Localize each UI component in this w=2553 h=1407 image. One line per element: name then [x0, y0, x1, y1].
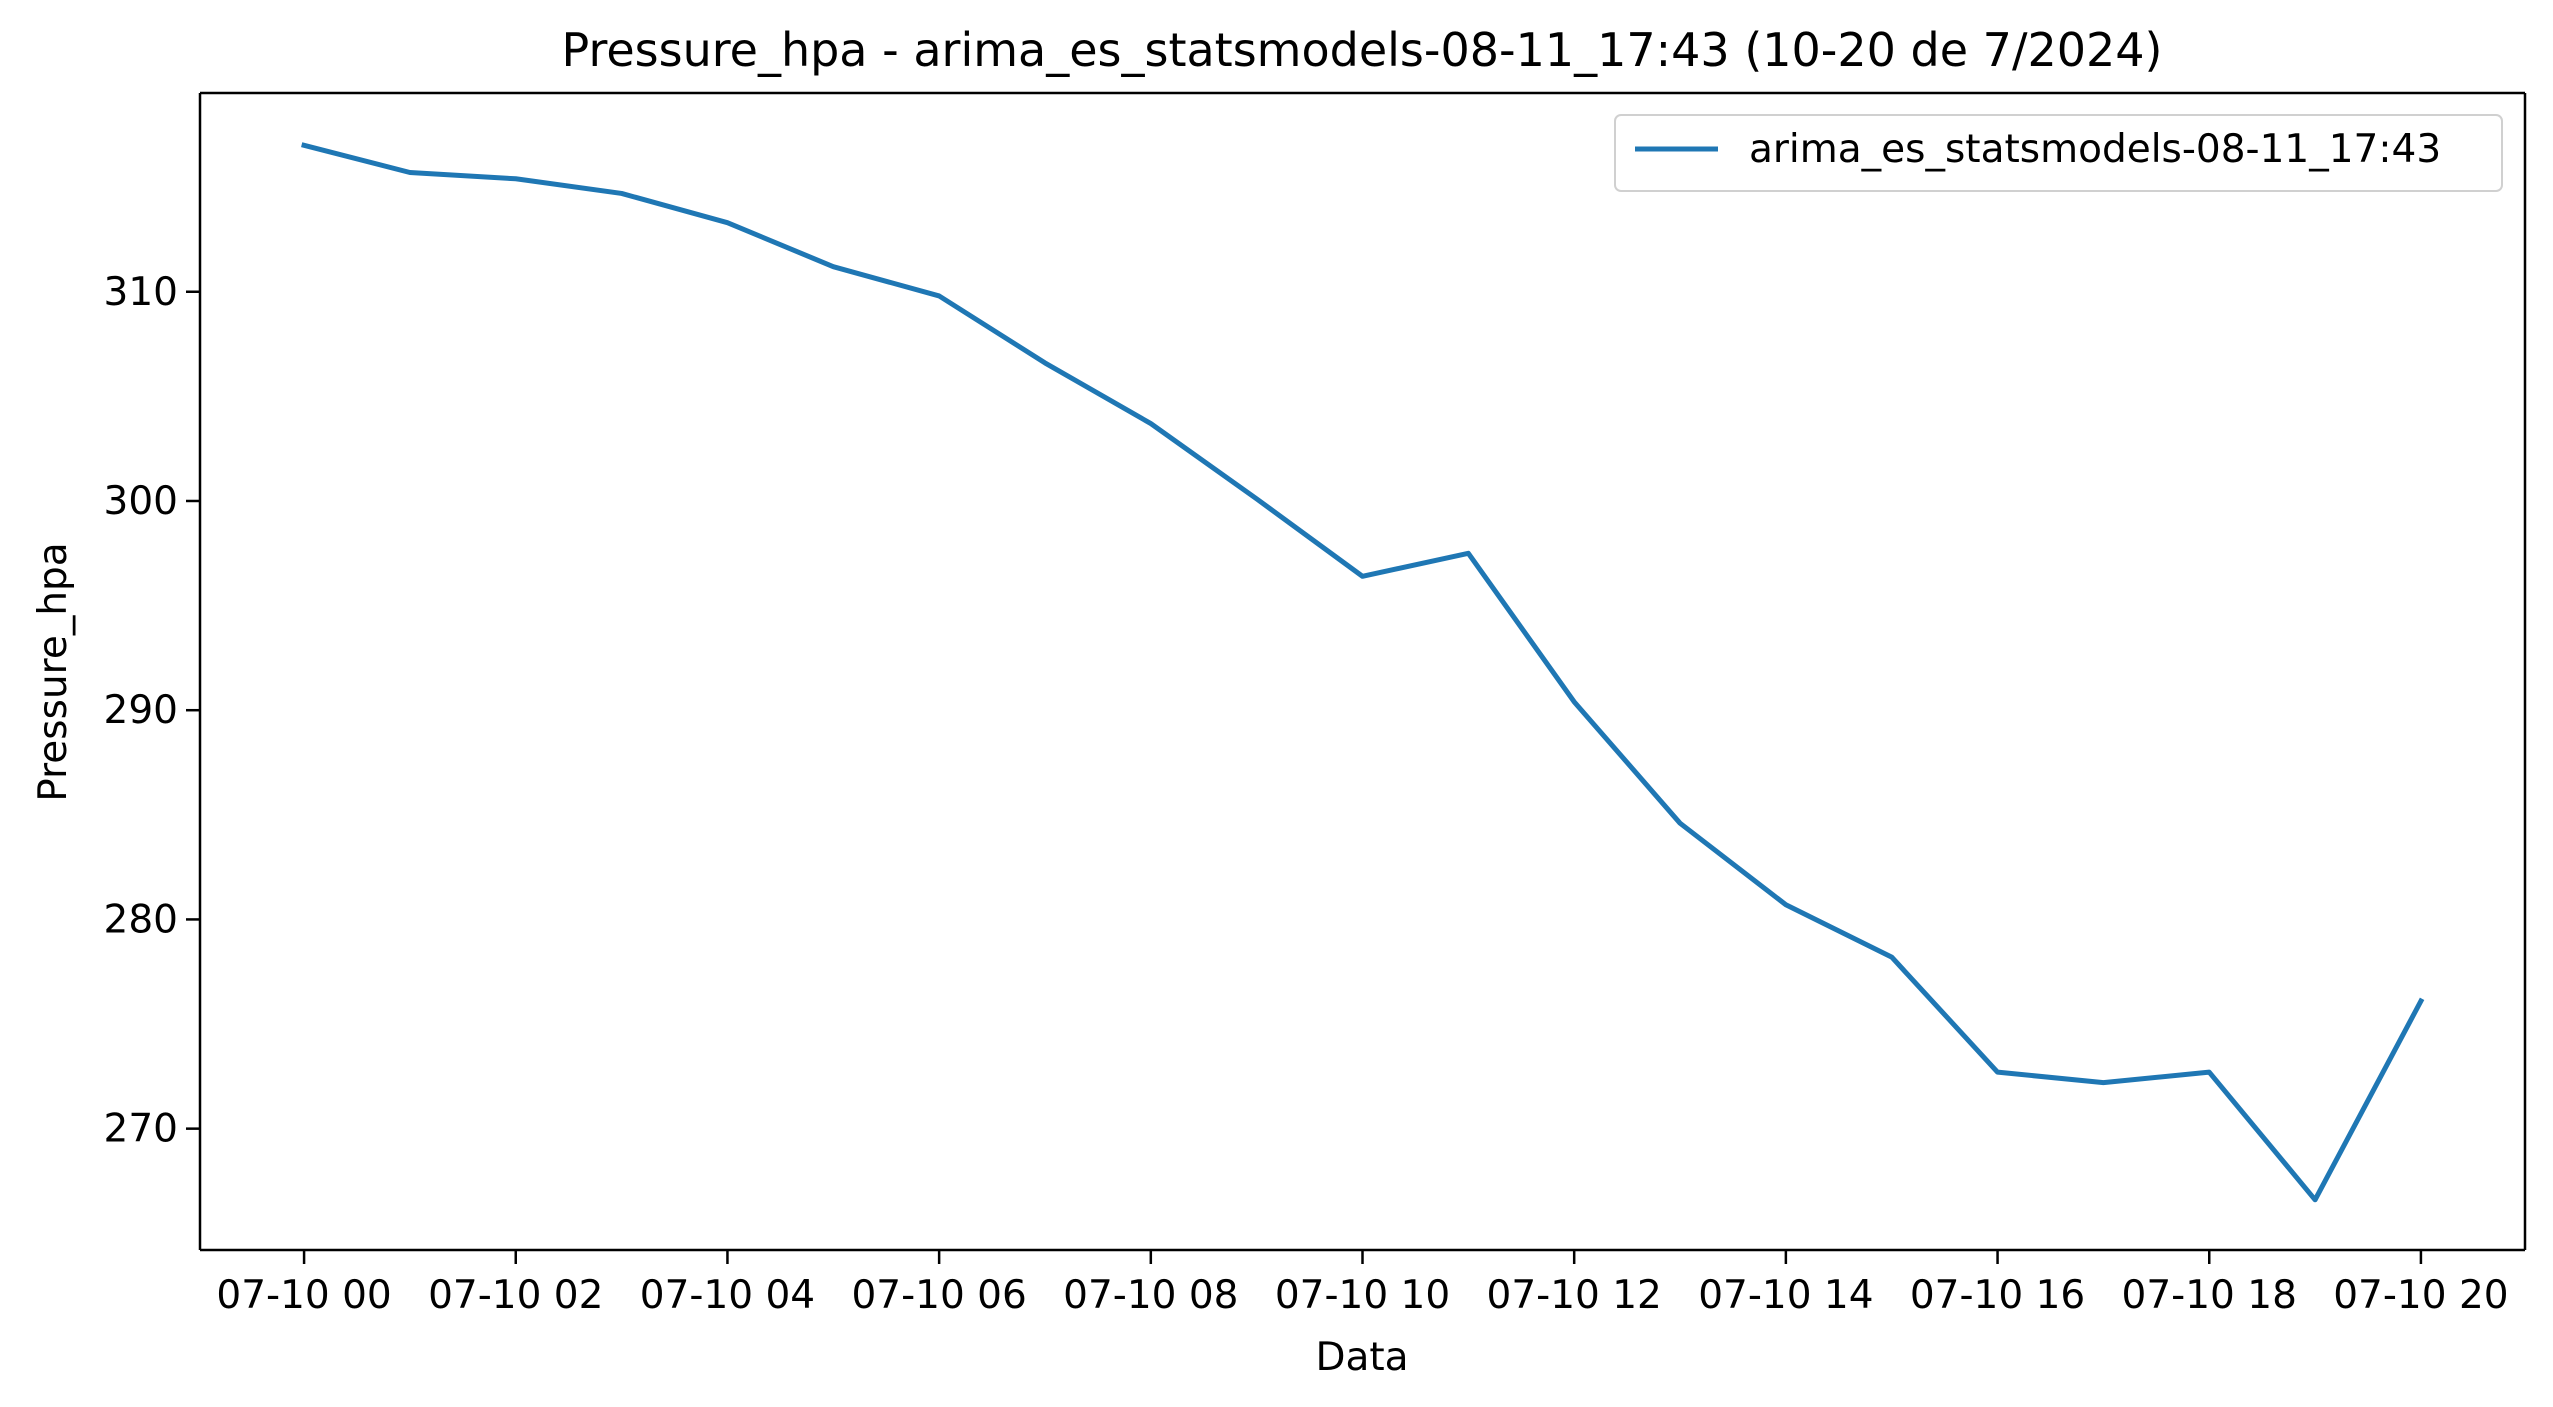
y-tick-label: 270 — [104, 1107, 178, 1152]
x-tick-label: 07-10 10 — [1275, 1273, 1450, 1318]
legend: arima_es_statsmodels-08-11_17:43 — [1614, 114, 2503, 192]
legend-box — [1614, 114, 2503, 192]
chart-title: Pressure_hpa - arima_es_statsmodels-08-1… — [562, 23, 2163, 77]
x-tick-label: 07-10 14 — [1698, 1273, 1873, 1318]
y-axis-ticks: 270 280 290 300 310 — [104, 270, 200, 1152]
plot-area: 07-10 00 07-10 02 07-10 04 07-10 06 07-10 08… — [104, 91, 2527, 1318]
x-tick-label: 07-10 08 — [1063, 1273, 1238, 1318]
y-tick-label: 280 — [104, 897, 178, 942]
x-axis-label: Data — [1315, 1335, 1408, 1380]
series-layer — [301, 142, 2425, 1203]
x-tick-label: 07-10 16 — [1910, 1273, 2085, 1318]
series-line — [301, 142, 2425, 1203]
x-tick-label: 07-10 00 — [216, 1273, 391, 1318]
x-tick-label: 07-10 04 — [640, 1273, 815, 1318]
y-tick-label: 290 — [104, 688, 178, 733]
x-tick-label: 07-10 06 — [851, 1273, 1026, 1318]
x-tick-label: 07-10 20 — [2333, 1273, 2508, 1318]
x-tick-label: 07-10 18 — [2122, 1273, 2297, 1318]
y-axis-label: Pressure_hpa — [31, 542, 76, 801]
x-tick-label: 07-10 12 — [1487, 1273, 1662, 1318]
y-tick-label: 300 — [104, 479, 178, 524]
x-axis-ticks: 07-10 00 07-10 02 07-10 04 07-10 06 07-10 08… — [216, 1250, 2509, 1318]
x-tick-label: 07-10 02 — [428, 1273, 603, 1318]
legend-label: arima_es_statsmodels-08-11_17:43 — [1749, 127, 2441, 172]
y-tick-label: 310 — [104, 270, 178, 315]
